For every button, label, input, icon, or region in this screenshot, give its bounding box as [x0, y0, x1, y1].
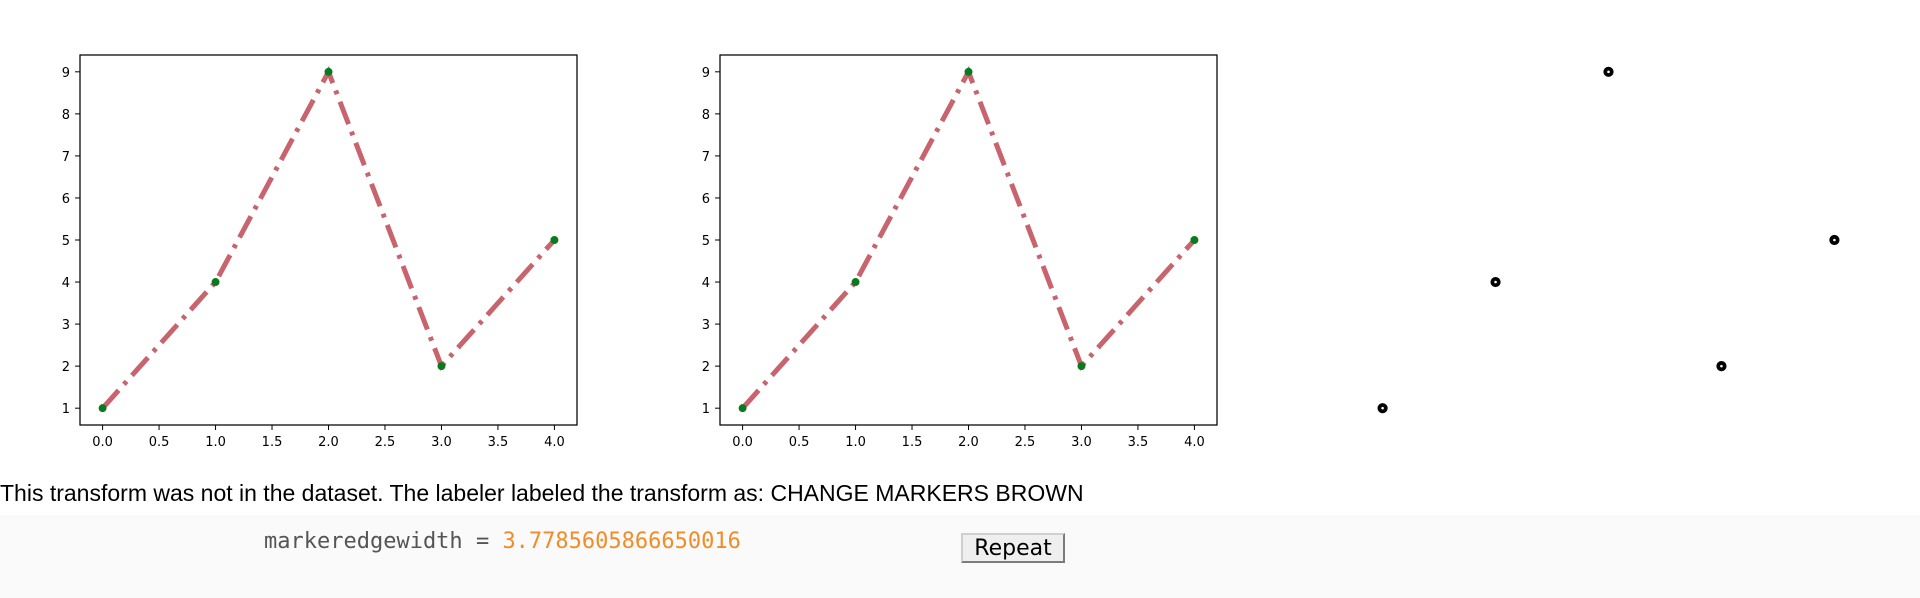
- parameter-readout: markeredgewidth = 3.7785605866650016: [264, 529, 741, 554]
- data-point-marker: [550, 236, 559, 244]
- data-point-marker: [1077, 362, 1086, 371]
- y-tick-label: 7: [62, 150, 70, 165]
- axes-frame: [719, 54, 1218, 426]
- transform-caption: This transform was not in the dataset. T…: [0, 480, 1084, 506]
- y-tick-label: 9: [62, 66, 70, 81]
- x-tick-label: 2.0: [318, 435, 339, 450]
- x-tick-label: 3.0: [1071, 435, 1092, 450]
- data-point-marker: [964, 67, 973, 76]
- chart-panel-original: 0.0 0.5 1.0 1.5 2.0 2.5 3.0 3.5 4.0 1 2 3 4 5 6 7 8 9: [20, 0, 590, 470]
- y-tick-label: 2: [702, 360, 710, 375]
- series-line: [740, 65, 1197, 410]
- parameter-name: markeredgewidth: [264, 529, 463, 554]
- x-tick-label: 2.5: [375, 435, 396, 450]
- x-tick-label: 1.5: [902, 435, 923, 450]
- y-tick-label: 1: [702, 402, 710, 417]
- y-tick-label: 4: [62, 276, 70, 291]
- x-tick-label: 0.5: [789, 435, 810, 450]
- data-point-marker: [98, 404, 107, 413]
- y-tick-label: 3: [702, 318, 710, 333]
- data-point-marker: [1490, 276, 1501, 288]
- y-tick-label: 8: [702, 108, 710, 123]
- x-tick-label: 3.0: [431, 435, 452, 450]
- series-line: [100, 65, 557, 410]
- repeat-button[interactable]: Repeat: [961, 533, 1065, 563]
- y-tick-label: 3: [62, 318, 70, 333]
- controls-bar: [0, 515, 1920, 598]
- y-tick-label: 5: [62, 234, 70, 249]
- x-tick-label: 0.0: [732, 435, 753, 450]
- x-tick-label: 0.0: [92, 435, 113, 450]
- chart-svg-1: 0.0 0.5 1.0 1.5 2.0 2.5 3.0 3.5 4.0 1 2 3 4 5 6 7 8 9: [702, 54, 1218, 450]
- x-tick-label: 4.0: [1184, 435, 1205, 450]
- y-tick-label: 9: [702, 66, 710, 81]
- data-point-marker: [851, 278, 860, 287]
- x-tick-label: 2.0: [958, 435, 979, 450]
- chart-svg-0: 0.0 0.5 1.0 1.5 2.0 2.5 3.0 3.5 4.0 1 2 3 4 5 6 7 8 9: [62, 54, 578, 450]
- y-tick-label: 5: [702, 234, 710, 249]
- x-tick-label: 3.5: [488, 435, 509, 450]
- data-point-marker: [1829, 234, 1840, 246]
- data-point-marker: [324, 67, 333, 76]
- y-tick-label: 2: [62, 360, 70, 375]
- data-point-marker: [1377, 403, 1388, 414]
- y-tick-label: 6: [62, 192, 70, 207]
- chart-panel-markers-only: [1300, 0, 1870, 470]
- parameter-equals: =: [475, 529, 490, 554]
- x-tick-label: 1.5: [262, 435, 283, 450]
- data-point-marker: [1190, 236, 1199, 244]
- y-tick-label: 6: [702, 192, 710, 207]
- x-tick-label: 4.0: [544, 435, 565, 450]
- x-tick-label: 3.5: [1128, 435, 1149, 450]
- data-point-marker: [738, 404, 747, 413]
- y-tick-label: 1: [62, 402, 70, 417]
- data-point-marker: [1716, 361, 1727, 372]
- x-tick-label: 0.5: [149, 435, 170, 450]
- parameter-value: 3.7785605866650016: [502, 529, 741, 554]
- axes-frame: [79, 54, 578, 426]
- y-tick-label: 7: [702, 150, 710, 165]
- y-tick-label: 4: [702, 276, 710, 291]
- x-tick-label: 2.5: [1015, 435, 1036, 450]
- x-tick-label: 1.0: [205, 435, 226, 450]
- chart-svg-2: [1377, 66, 1840, 414]
- x-tick-label: 1.0: [845, 435, 866, 450]
- data-point-marker: [1603, 66, 1614, 77]
- y-tick-label: 8: [62, 108, 70, 123]
- data-point-marker: [437, 362, 446, 371]
- data-point-marker: [211, 278, 220, 287]
- chart-panel-transformed: 0.0 0.5 1.0 1.5 2.0 2.5 3.0 3.5 4.0 1 2 3 4 5 6 7 8 9: [660, 0, 1230, 470]
